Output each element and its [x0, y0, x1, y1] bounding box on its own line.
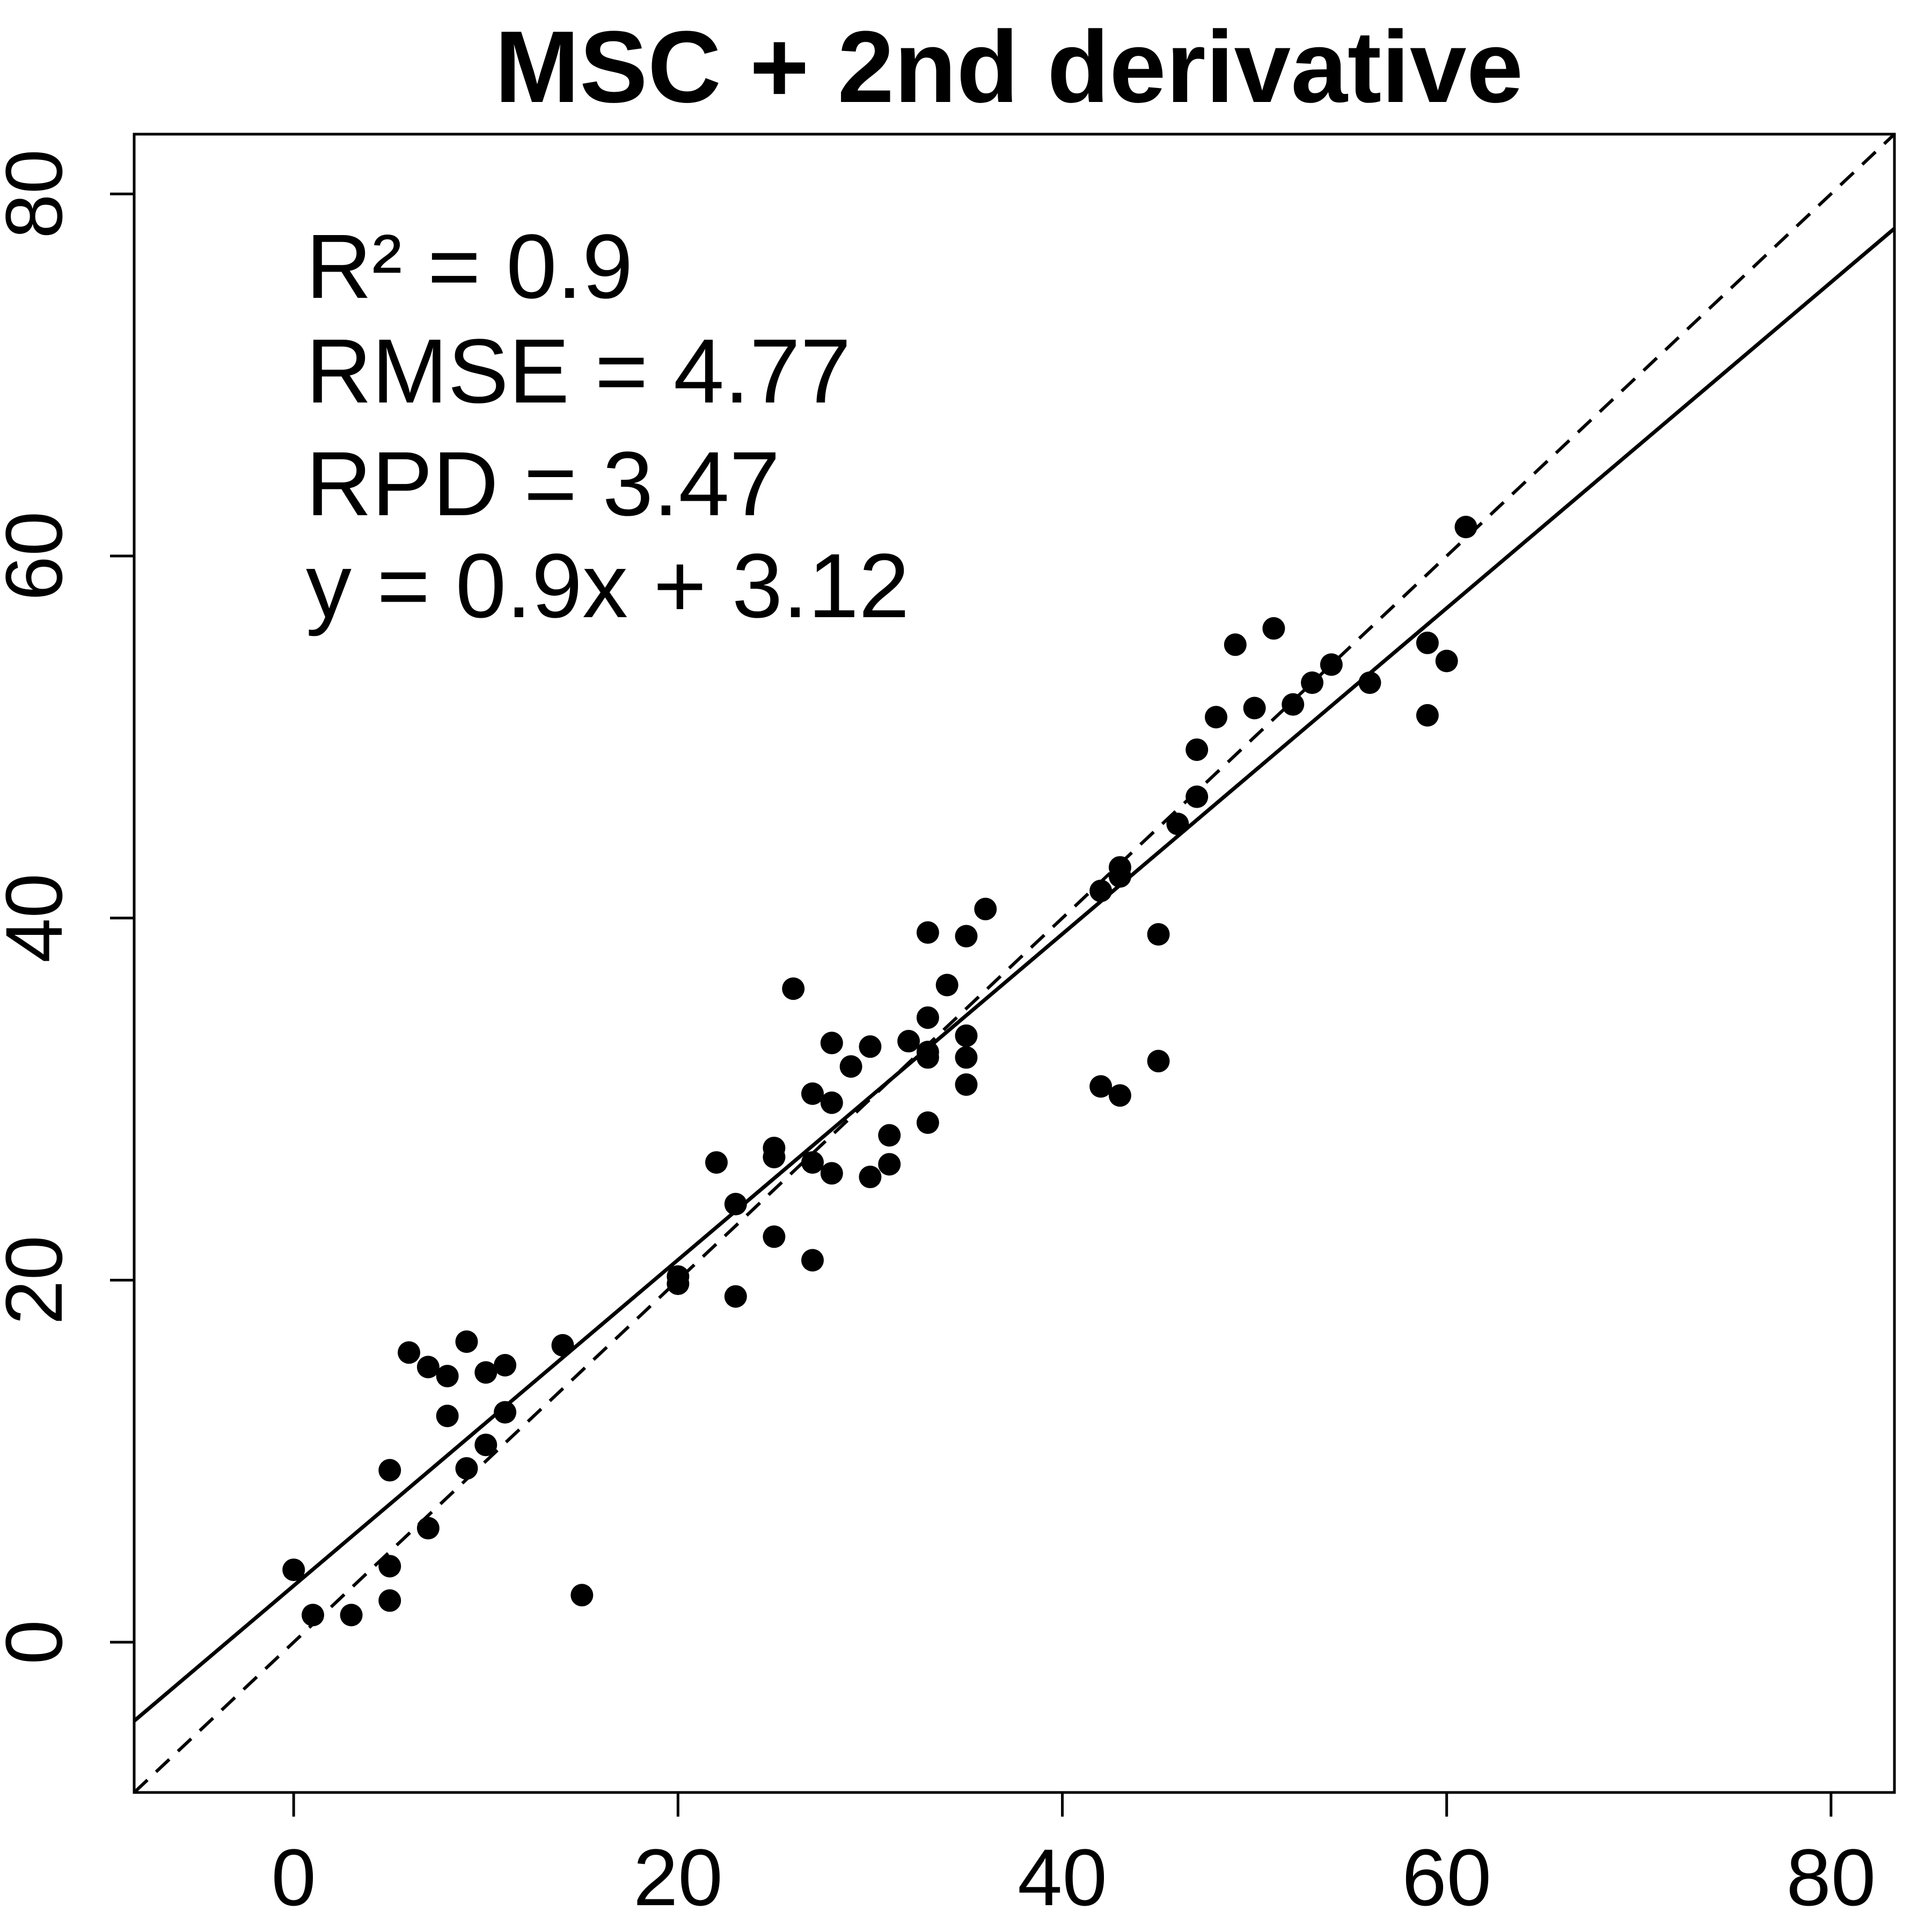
data-point [1147, 1050, 1170, 1073]
data-point [801, 1249, 824, 1272]
x-tick-label: 40 [1018, 1832, 1107, 1922]
plot-frame [133, 133, 1896, 1794]
data-point [1166, 813, 1189, 836]
data-point [494, 1401, 517, 1424]
data-point [916, 1111, 939, 1134]
data-point [782, 977, 805, 1000]
data-point [916, 1041, 939, 1064]
data-point [1185, 785, 1209, 808]
data-point [1435, 649, 1458, 672]
data-point [282, 1558, 305, 1582]
data-point [494, 1353, 517, 1377]
data-point [859, 1166, 882, 1189]
data-point [302, 1604, 325, 1627]
data-point [897, 1030, 920, 1053]
data-point [839, 1055, 862, 1078]
data-point [1185, 738, 1209, 761]
data-point [474, 1433, 497, 1457]
data-point [763, 1225, 786, 1248]
y-tick-label: 0 [0, 1620, 79, 1664]
data-point [1108, 1084, 1131, 1107]
annotation-r2: R² = 0.9 [306, 216, 633, 318]
data-point [551, 1334, 574, 1357]
data-point [935, 974, 958, 997]
data-point [1320, 653, 1343, 676]
data-point [570, 1584, 594, 1607]
annotation-rpd: RPD = 3.47 [306, 433, 780, 535]
data-point [763, 1137, 786, 1160]
x-axis: 0 20 40 60 80 [271, 1792, 1876, 1922]
y-tick-label: 80 [0, 149, 79, 239]
data-point [859, 1035, 882, 1058]
data-point [1089, 880, 1113, 903]
lines-layer [134, 134, 1894, 1792]
data-point [974, 897, 997, 920]
stats-annotation: R² = 0.9 RMSE = 4.77 RPD = 3.47 y = 0.9x… [306, 216, 910, 637]
data-point [1282, 693, 1305, 716]
data-point [955, 1024, 978, 1047]
data-point [1454, 516, 1477, 539]
y-tick-label: 20 [0, 1235, 79, 1325]
data-point [955, 1073, 978, 1096]
x-tick-label: 80 [1786, 1832, 1876, 1922]
chart-title: MSC + 2nd derivative [495, 10, 1524, 124]
data-point [724, 1285, 747, 1308]
data-point [416, 1356, 440, 1379]
x-tick-label: 60 [1402, 1832, 1491, 1922]
data-point [1358, 671, 1381, 694]
data-point [1262, 617, 1285, 640]
data-point [455, 1330, 478, 1353]
data-point [801, 1082, 824, 1105]
data-point [1416, 704, 1439, 727]
data-point [667, 1265, 690, 1288]
annotation-rmse: RMSE = 4.77 [306, 320, 851, 422]
data-point [705, 1151, 728, 1174]
data-point [916, 921, 939, 944]
data-point [1416, 631, 1439, 654]
data-point [801, 1151, 824, 1174]
data-point [1147, 923, 1170, 946]
x-tick-label: 0 [271, 1832, 316, 1922]
annotation-equation: y = 0.9x + 3.12 [306, 535, 910, 637]
data-point [455, 1457, 478, 1480]
data-point [1224, 633, 1247, 656]
y-tick-label: 40 [0, 873, 79, 963]
y-tick-label: 60 [0, 511, 79, 601]
data-point [378, 1555, 401, 1578]
data-point [340, 1604, 363, 1627]
data-point [1089, 1075, 1113, 1098]
data-point [878, 1124, 901, 1147]
data-point [416, 1517, 440, 1540]
data-point [955, 1046, 978, 1069]
data-point [1301, 671, 1324, 694]
data-point [916, 1006, 939, 1029]
data-point [378, 1589, 401, 1612]
data-point [378, 1459, 401, 1482]
data-point [1108, 856, 1131, 879]
data-point [724, 1192, 747, 1216]
data-point [436, 1404, 459, 1428]
data-point [955, 925, 978, 948]
data-point [1243, 697, 1266, 720]
data-point [820, 1162, 843, 1185]
y-axis: 0 20 40 60 80 [0, 149, 134, 1665]
data-point [878, 1153, 901, 1176]
fit-line [134, 227, 1894, 1723]
data-point [820, 1091, 843, 1114]
identity-line [134, 134, 1894, 1792]
data-point [820, 1031, 843, 1055]
x-tick-label: 20 [633, 1832, 723, 1922]
points-layer [282, 516, 1477, 1627]
data-point [398, 1341, 421, 1364]
data-point [1204, 706, 1227, 729]
data-point [474, 1361, 497, 1384]
data-point [436, 1365, 459, 1388]
